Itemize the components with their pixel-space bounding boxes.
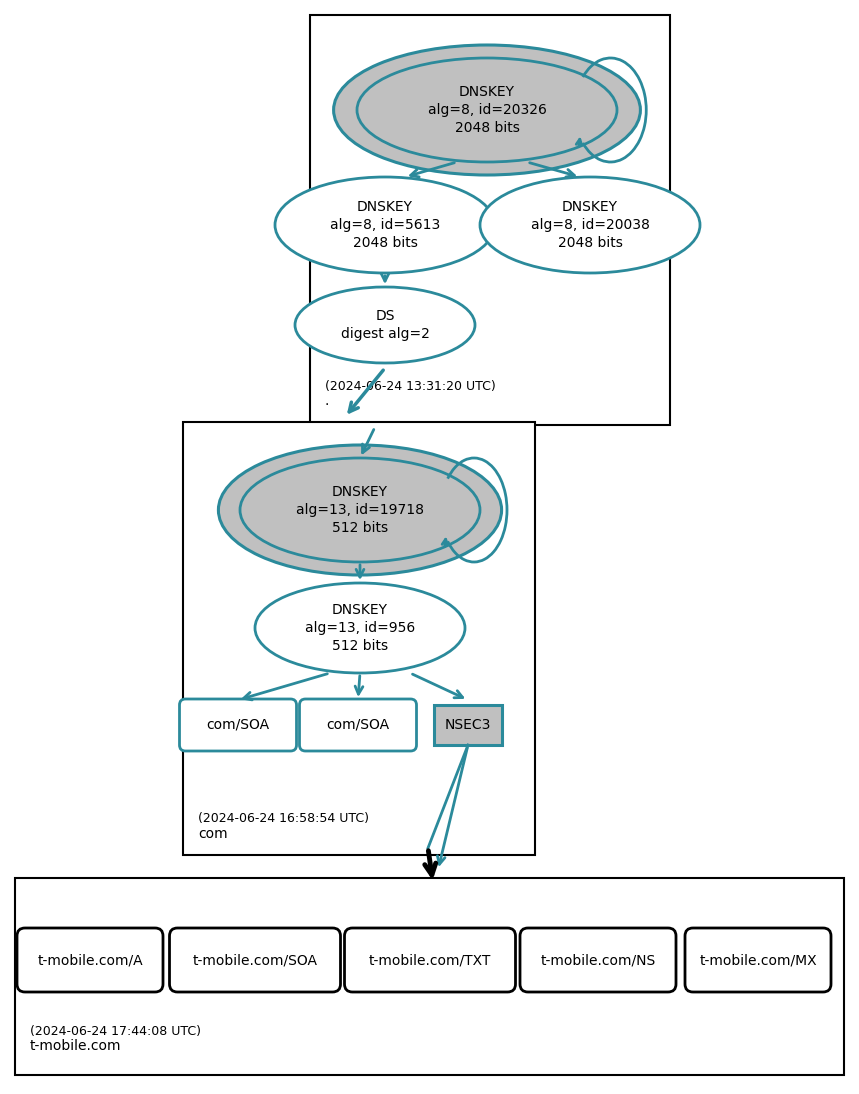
Text: t-mobile.com/A: t-mobile.com/A	[37, 953, 143, 967]
Text: DNSKEY
alg=13, id=19718
512 bits: DNSKEY alg=13, id=19718 512 bits	[296, 485, 424, 535]
Text: DNSKEY
alg=13, id=956
512 bits: DNSKEY alg=13, id=956 512 bits	[305, 603, 415, 653]
Text: com/SOA: com/SOA	[326, 718, 390, 732]
Text: t-mobile.com/SOA: t-mobile.com/SOA	[192, 953, 318, 967]
Ellipse shape	[240, 458, 480, 562]
Text: (2024-06-24 13:31:20 UTC): (2024-06-24 13:31:20 UTC)	[325, 380, 496, 393]
Text: (2024-06-24 16:58:54 UTC): (2024-06-24 16:58:54 UTC)	[198, 812, 369, 825]
Ellipse shape	[333, 45, 641, 175]
FancyBboxPatch shape	[520, 928, 676, 992]
Text: com/SOA: com/SOA	[206, 718, 270, 732]
Text: (2024-06-24 17:44:08 UTC): (2024-06-24 17:44:08 UTC)	[30, 1025, 201, 1038]
FancyBboxPatch shape	[17, 928, 163, 992]
Bar	[15, 878, 844, 1075]
Text: t-mobile.com/MX: t-mobile.com/MX	[699, 953, 817, 967]
Text: t-mobile.com: t-mobile.com	[30, 1039, 121, 1054]
Bar	[310, 15, 670, 424]
Text: NSEC3: NSEC3	[445, 718, 491, 732]
Bar	[183, 422, 535, 856]
FancyBboxPatch shape	[685, 928, 831, 992]
Text: t-mobile.com/NS: t-mobile.com/NS	[540, 953, 655, 967]
Text: DNSKEY
alg=8, id=5613
2048 bits: DNSKEY alg=8, id=5613 2048 bits	[330, 199, 440, 251]
Text: .: .	[325, 394, 329, 408]
Text: DNSKEY
alg=8, id=20326
2048 bits: DNSKEY alg=8, id=20326 2048 bits	[428, 84, 546, 136]
FancyBboxPatch shape	[300, 699, 417, 750]
Ellipse shape	[255, 583, 465, 673]
FancyBboxPatch shape	[344, 928, 515, 992]
Text: t-mobile.com/TXT: t-mobile.com/TXT	[369, 953, 491, 967]
Bar	[434, 705, 502, 745]
Text: com: com	[198, 827, 228, 841]
FancyBboxPatch shape	[169, 928, 340, 992]
Ellipse shape	[275, 177, 495, 274]
Ellipse shape	[295, 287, 475, 363]
FancyBboxPatch shape	[180, 699, 296, 750]
Ellipse shape	[480, 177, 700, 274]
Text: DS
digest alg=2: DS digest alg=2	[340, 309, 430, 341]
Ellipse shape	[357, 58, 617, 162]
Text: DNSKEY
alg=8, id=20038
2048 bits: DNSKEY alg=8, id=20038 2048 bits	[531, 199, 649, 251]
Ellipse shape	[218, 445, 502, 575]
